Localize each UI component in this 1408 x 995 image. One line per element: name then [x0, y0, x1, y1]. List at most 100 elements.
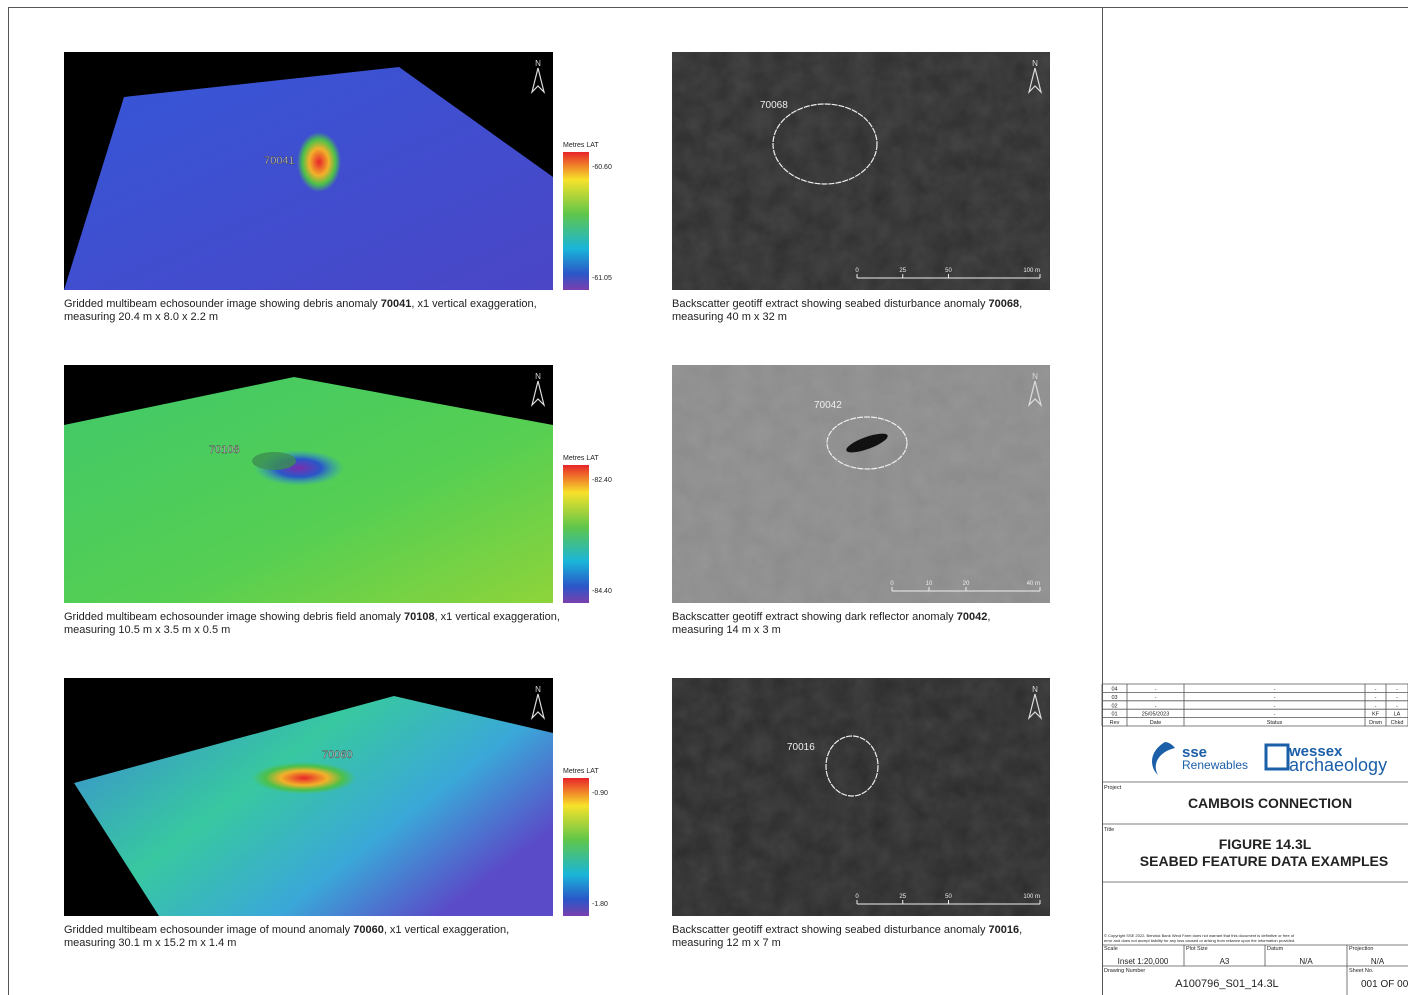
caption-text: , x1 vertical exaggeration, — [435, 611, 560, 623]
caption-id: 70068 — [989, 298, 1020, 310]
field-value: A3 — [1220, 957, 1230, 966]
seabed-surface — [74, 696, 553, 916]
caption-text: , — [1019, 298, 1022, 310]
scale-label: 100 m — [1023, 894, 1040, 900]
colorbar-title: Metres LAT — [563, 768, 599, 775]
anomaly-label: 70060 — [322, 749, 353, 761]
north-label: N — [535, 372, 541, 381]
caption-text: Gridded multibeam echosounder image show… — [64, 298, 381, 310]
caption-line2: measuring 40 m x 32 m — [672, 311, 787, 323]
north-arrow — [530, 693, 546, 720]
table-cell: - — [1155, 687, 1157, 693]
caption-id: 70016 — [989, 924, 1020, 936]
field-label: Datum — [1267, 946, 1284, 952]
north-label: N — [1032, 59, 1038, 68]
frame — [8, 7, 1408, 995]
anomaly — [297, 132, 341, 192]
colorbar: Metres LAT -60.60 -61.05 — [563, 142, 612, 290]
field-label: Title — [1104, 827, 1114, 833]
field-value: N/A — [1371, 957, 1385, 966]
logo-wessex-sub: archaeology — [1289, 755, 1387, 775]
table-cell: 03 — [1111, 695, 1117, 701]
caption-text: Backscatter geotiff extract showing dark… — [672, 611, 957, 623]
table-cell: - — [1375, 703, 1377, 709]
caption: Gridded multibeam echosounder image show… — [64, 298, 537, 310]
colorbar: Metres LAT -0.90 -1.80 — [563, 768, 608, 916]
scale-label: 50 — [945, 268, 952, 274]
field-label: Scale — [1104, 946, 1118, 952]
table-cell: Drwn — [1369, 720, 1382, 726]
caption-line2: measuring 12 m x 7 m — [672, 937, 781, 949]
field-label: Plot Size — [1186, 946, 1208, 952]
caption: Backscatter geotiff extract showing seab… — [672, 298, 1022, 310]
colorbar-min: -1.80 — [592, 901, 608, 908]
anomaly-outline — [772, 103, 878, 185]
table-cell: - — [1155, 695, 1157, 701]
sse-swoosh — [1152, 742, 1175, 775]
north-arrow — [1027, 693, 1043, 720]
colorbar-min: -61.05 — [592, 275, 612, 282]
table-cell: - — [1274, 687, 1276, 693]
scale-label: 40 m — [1027, 581, 1040, 587]
scale-label: 0 — [855, 894, 859, 900]
caption-text: , x1 vertical exaggeration, — [384, 924, 509, 936]
caption-text: Backscatter geotiff extract showing seab… — [672, 924, 989, 936]
table-cell: - — [1375, 687, 1377, 693]
caption-text: , — [1019, 924, 1022, 936]
caption-line2: measuring 20.4 m x 8.0 x 2.2 m — [64, 311, 218, 323]
north-label: N — [535, 685, 541, 694]
sheet-number: 001 OF 001 — [1361, 979, 1408, 990]
scale-label: 25 — [899, 894, 906, 900]
scale-label: 0 — [890, 581, 894, 587]
north-label: N — [1032, 372, 1038, 381]
scale-label: 25 — [899, 268, 906, 274]
caption-text: Gridded multibeam echosounder image show… — [64, 611, 404, 623]
anomaly-label: 70016 — [787, 742, 815, 753]
figure-panel: 70068 0 25 50 100 m N — [672, 52, 1050, 290]
image-texture — [672, 678, 1050, 916]
scale-label: 20 — [963, 581, 970, 587]
table-cell: - — [1274, 703, 1276, 709]
anomaly-label: 70068 — [760, 100, 788, 111]
caption-text: , — [987, 611, 990, 623]
scale-label: 100 m — [1023, 268, 1040, 274]
field-value: Inset 1:20,000 — [1118, 957, 1169, 966]
caption: Backscatter geotiff extract showing dark… — [672, 611, 990, 623]
figure-panel: 70060 Metres LAT -0.90 -1.80 N — [64, 678, 608, 916]
table-cell: - — [1274, 695, 1276, 701]
field-label: Sheet No. — [1349, 968, 1374, 974]
anomaly-label: 70041 — [264, 155, 295, 167]
seabed-surface — [64, 377, 553, 603]
logo-sse: sse — [1182, 744, 1207, 761]
table-cell: - — [1274, 712, 1276, 718]
anomaly-edge — [252, 452, 296, 470]
figure-panel: 70108 Metres LAT -82.40 -84.40 N — [64, 365, 612, 603]
field-label: Drawing Number — [1104, 968, 1145, 974]
anomaly-label: 70108 — [209, 444, 240, 456]
field-value: N/A — [1299, 957, 1313, 966]
colorbar-max: -82.40 — [592, 477, 612, 484]
caption-id: 70108 — [404, 611, 435, 623]
table-cell: KF — [1372, 712, 1380, 718]
caption-id: 70041 — [381, 298, 412, 310]
anomaly-label: 70042 — [814, 400, 842, 411]
table-cell: 01 — [1111, 712, 1117, 718]
colorbar: Metres LAT -82.40 -84.40 — [563, 455, 612, 603]
field-label: Projection — [1349, 946, 1373, 952]
copyright: error and does not accept liability for … — [1104, 938, 1295, 943]
field-label: Project — [1104, 785, 1122, 791]
figure-panel: 70016 0 25 50 100 m N — [672, 678, 1050, 916]
caption: Gridded multibeam echosounder image show… — [64, 611, 560, 623]
anomaly — [252, 762, 356, 794]
caption-line2: measuring 10.5 m x 3.5 m x 0.5 m — [64, 624, 230, 636]
dark-reflector — [846, 433, 888, 453]
caption-id: 70042 — [957, 611, 988, 623]
colorbar-max: -0.90 — [592, 790, 608, 797]
caption-line2: measuring 30.1 m x 15.2 m x 1.4 m — [64, 937, 236, 949]
caption-text: Backscatter geotiff extract showing seab… — [672, 298, 989, 310]
table-cell: 25/05/2023 — [1142, 712, 1170, 718]
caption-id: 70060 — [353, 924, 384, 936]
logo-sse-sub: Renewables — [1182, 758, 1248, 772]
caption-text: , x1 vertical exaggeration, — [411, 298, 536, 310]
